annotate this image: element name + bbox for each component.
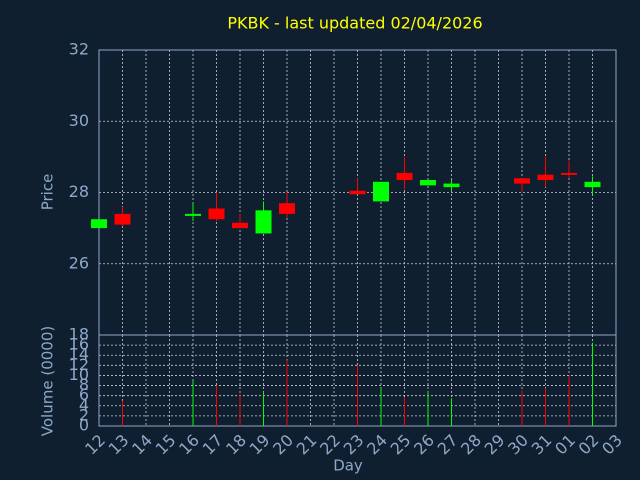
candle-body (232, 222, 248, 229)
candle-body (185, 213, 201, 216)
volume-tick-label: 8 (79, 375, 89, 394)
candle-body (208, 208, 225, 220)
volume-tick-label: 6 (79, 385, 89, 404)
volume-tick-label: 2 (79, 405, 89, 424)
x-axis-label: Day (333, 457, 363, 475)
chart-title: PKBK - last updated 02/04/2026 (227, 14, 482, 33)
candle-body (420, 180, 436, 186)
y-axis-label: Price (39, 174, 57, 211)
candle-body (443, 183, 460, 188)
candle-body (373, 181, 389, 202)
candle-body (584, 181, 601, 188)
y-tick-label: 30 (69, 111, 89, 130)
volume-tick-label: 0 (79, 416, 89, 435)
x-tick-label: 03 (598, 431, 626, 459)
volume-tick-label: 12 (69, 355, 89, 374)
candle-body (279, 203, 295, 214)
candle-body (91, 219, 107, 229)
y-tick-label: 32 (69, 40, 89, 59)
y-tick-label: 26 (69, 253, 89, 272)
volume-tick-label: 18 (69, 325, 89, 344)
candle-body (114, 213, 131, 225)
volume-tick-label: 4 (79, 395, 89, 414)
candle-body (349, 190, 366, 195)
candle-body (537, 174, 554, 181)
volume-tick-label: 10 (69, 365, 89, 384)
candle-body (561, 172, 577, 175)
candle-body (514, 178, 530, 184)
candle-body (255, 210, 272, 234)
volume-tick-label: 16 (69, 335, 89, 354)
y-tick-label: 28 (69, 182, 89, 201)
candle-body (396, 172, 413, 181)
volume-axis-label: Volume (0000) (39, 326, 57, 436)
volume-tick-label: 14 (69, 345, 89, 364)
